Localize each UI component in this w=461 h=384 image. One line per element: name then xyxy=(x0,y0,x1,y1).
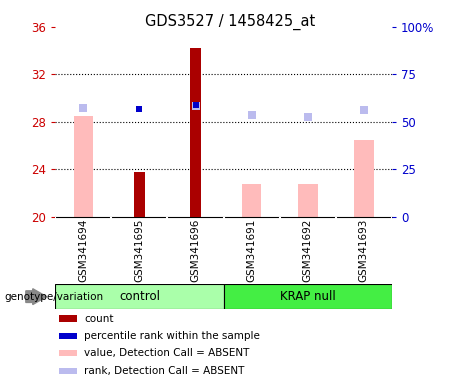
Text: GSM341692: GSM341692 xyxy=(303,219,313,282)
Text: control: control xyxy=(119,290,160,303)
Text: GDS3527 / 1458425_at: GDS3527 / 1458425_at xyxy=(145,13,316,30)
Text: rank, Detection Call = ABSENT: rank, Detection Call = ABSENT xyxy=(84,366,244,376)
Bar xyxy=(59,333,77,339)
FancyArrow shape xyxy=(26,289,47,305)
Bar xyxy=(190,48,201,217)
Text: GSM341693: GSM341693 xyxy=(359,219,369,282)
Text: GSM341695: GSM341695 xyxy=(135,219,144,282)
Bar xyxy=(59,368,77,374)
Bar xyxy=(135,172,144,217)
Text: value, Detection Call = ABSENT: value, Detection Call = ABSENT xyxy=(84,348,249,358)
Bar xyxy=(354,140,373,217)
Bar xyxy=(242,184,261,217)
Bar xyxy=(74,116,93,217)
Bar xyxy=(224,284,392,309)
Text: GSM341694: GSM341694 xyxy=(78,219,89,282)
Text: KRAP null: KRAP null xyxy=(280,290,336,303)
Text: genotype/variation: genotype/variation xyxy=(5,291,104,302)
Text: percentile rank within the sample: percentile rank within the sample xyxy=(84,331,260,341)
Bar xyxy=(298,184,318,217)
Text: GSM341696: GSM341696 xyxy=(190,219,201,282)
Text: GSM341691: GSM341691 xyxy=(247,219,257,282)
Bar xyxy=(59,315,77,322)
Text: count: count xyxy=(84,314,113,324)
Bar xyxy=(55,284,224,309)
Bar xyxy=(59,350,77,356)
